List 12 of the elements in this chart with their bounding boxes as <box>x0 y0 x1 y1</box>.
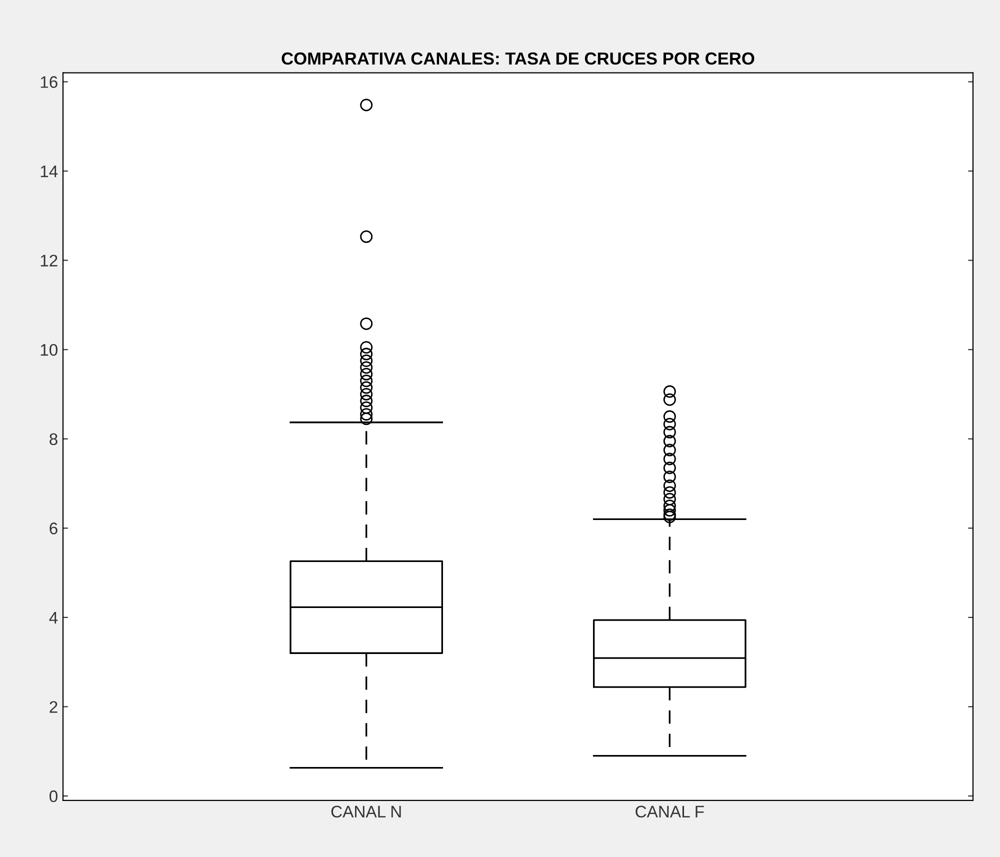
y-tick-label: 8 <box>50 433 58 446</box>
y-tick-label: 16 <box>40 76 58 88</box>
y-tick-label: 4 <box>49 612 58 624</box>
y-tick-label: 10 <box>40 344 58 356</box>
x-tick-label: CANAL N <box>331 806 401 818</box>
chart-title: COMPARATIVA CANALES: TASA DE CRUCES POR CERO <box>282 52 754 65</box>
y-tick-label: 14 <box>40 166 58 178</box>
y-tick-label: 6 <box>50 522 58 534</box>
x-tick-label: CANAL F <box>636 806 704 818</box>
y-tick-label: 12 <box>40 254 58 266</box>
y-tick-label: 0 <box>50 790 58 802</box>
y-tick-label: 2 <box>50 701 58 713</box>
